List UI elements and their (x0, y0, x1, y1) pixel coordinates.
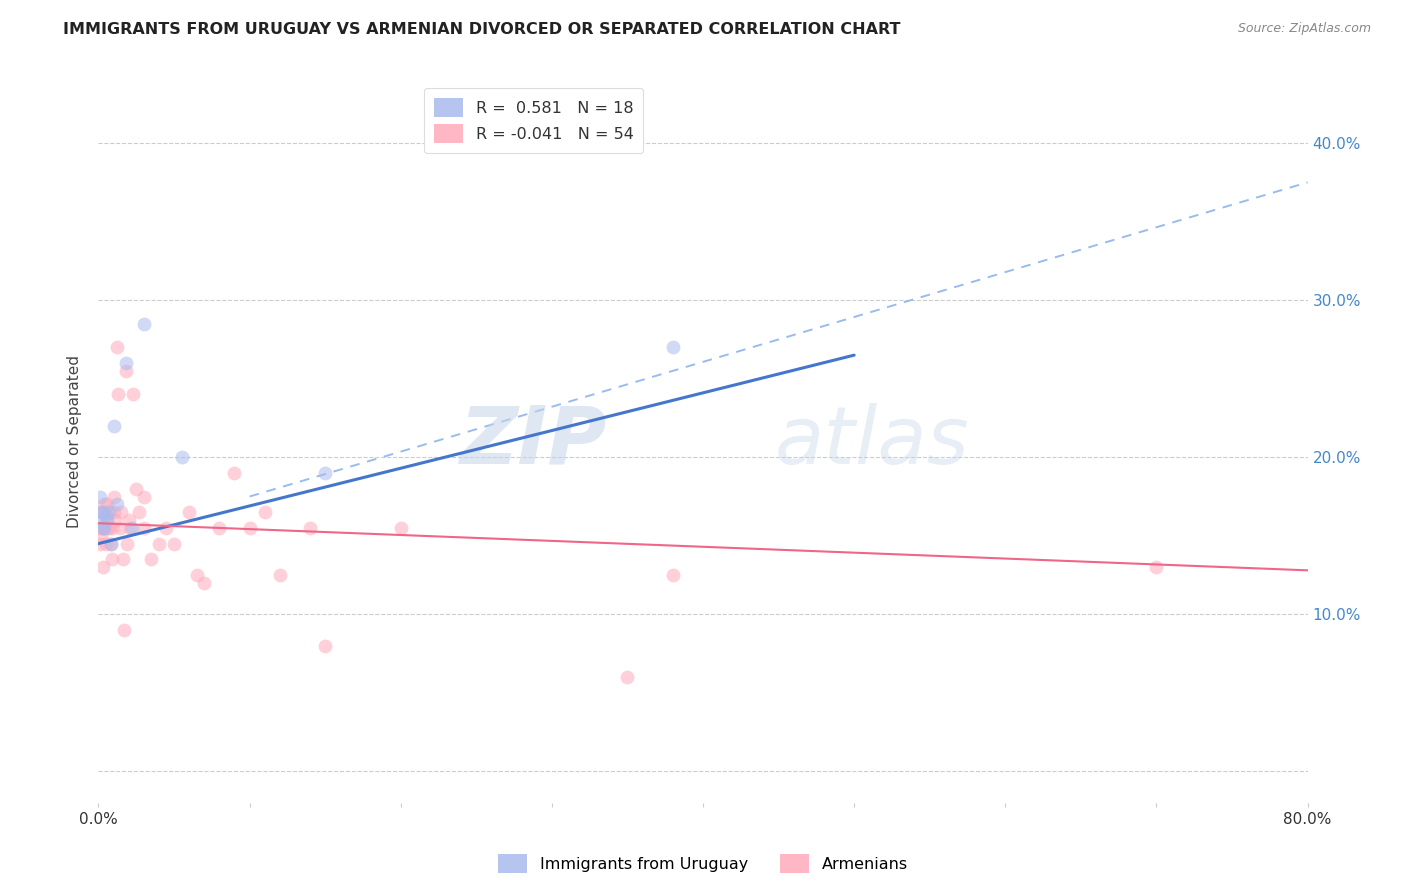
Point (121, 521, 143, 535)
Point (314, 639, 336, 653)
Point (98, 505, 121, 519)
Point (111, 552, 134, 566)
Point (91, 505, 114, 519)
Point (101, 521, 124, 535)
Point (105, 340, 128, 354)
Point (96, 513, 118, 527)
Point (389, 521, 412, 535)
Point (661, 568, 683, 582)
Text: IMMIGRANTS FROM URUGUAY VS ARMENIAN DIVORCED OR SEPARATED CORRELATION CHART: IMMIGRANTS FROM URUGUAY VS ARMENIAN DIVO… (63, 22, 901, 37)
Point (128, 505, 150, 519)
Point (155, 521, 177, 535)
Point (132, 317, 155, 331)
Point (112, 623, 135, 637)
Point (224, 466, 246, 480)
Text: atlas: atlas (775, 402, 970, 481)
Point (208, 521, 231, 535)
Point (90, 505, 112, 519)
Point (98, 505, 121, 519)
Point (125, 482, 148, 496)
Point (103, 505, 125, 519)
Point (269, 568, 291, 582)
Point (103, 490, 125, 504)
Point (89, 521, 111, 535)
Point (101, 552, 124, 566)
Point (90, 513, 112, 527)
Point (120, 521, 142, 535)
Point (103, 418, 125, 433)
Point (114, 356, 136, 370)
Point (616, 670, 638, 684)
Y-axis label: Divorced or Separated: Divorced or Separated (67, 355, 83, 528)
Point (115, 536, 138, 550)
Point (179, 505, 201, 519)
Point (1144, 560, 1167, 574)
Point (91, 505, 114, 519)
Point (104, 513, 127, 527)
Point (100, 536, 122, 550)
Point (105, 497, 128, 511)
Point (89, 490, 111, 504)
Point (89, 536, 111, 550)
Point (114, 364, 136, 378)
Point (90, 529, 112, 543)
Point (299, 521, 322, 535)
Point (122, 387, 145, 401)
Point (96, 497, 118, 511)
Point (93, 497, 115, 511)
Point (186, 568, 208, 582)
Point (661, 340, 683, 354)
Text: ZIP: ZIP (458, 402, 606, 481)
Point (170, 450, 193, 465)
Point (90, 505, 112, 519)
Point (132, 521, 155, 535)
Point (91, 521, 114, 535)
Point (94, 536, 117, 550)
Point (108, 521, 131, 535)
Legend: R =  0.581   N = 18, R = -0.041   N = 54: R = 0.581 N = 18, R = -0.041 N = 54 (425, 88, 643, 153)
Point (94, 508, 117, 523)
Point (93, 521, 115, 535)
Point (193, 575, 215, 590)
Text: Source: ZipAtlas.com: Source: ZipAtlas.com (1237, 22, 1371, 36)
Point (91, 521, 114, 535)
Point (100, 536, 122, 550)
Point (141, 552, 163, 566)
Point (148, 536, 170, 550)
Point (94, 513, 117, 527)
Point (98, 521, 121, 535)
Point (107, 387, 129, 401)
Point (96, 521, 118, 535)
Point (91, 560, 114, 574)
Point (239, 521, 262, 535)
Point (163, 536, 186, 550)
Point (253, 505, 276, 519)
Point (118, 513, 141, 527)
Point (314, 466, 336, 480)
Point (110, 505, 132, 519)
Point (93, 521, 115, 535)
Point (132, 490, 155, 504)
Legend: Immigrants from Uruguay, Armenians: Immigrants from Uruguay, Armenians (492, 847, 914, 880)
